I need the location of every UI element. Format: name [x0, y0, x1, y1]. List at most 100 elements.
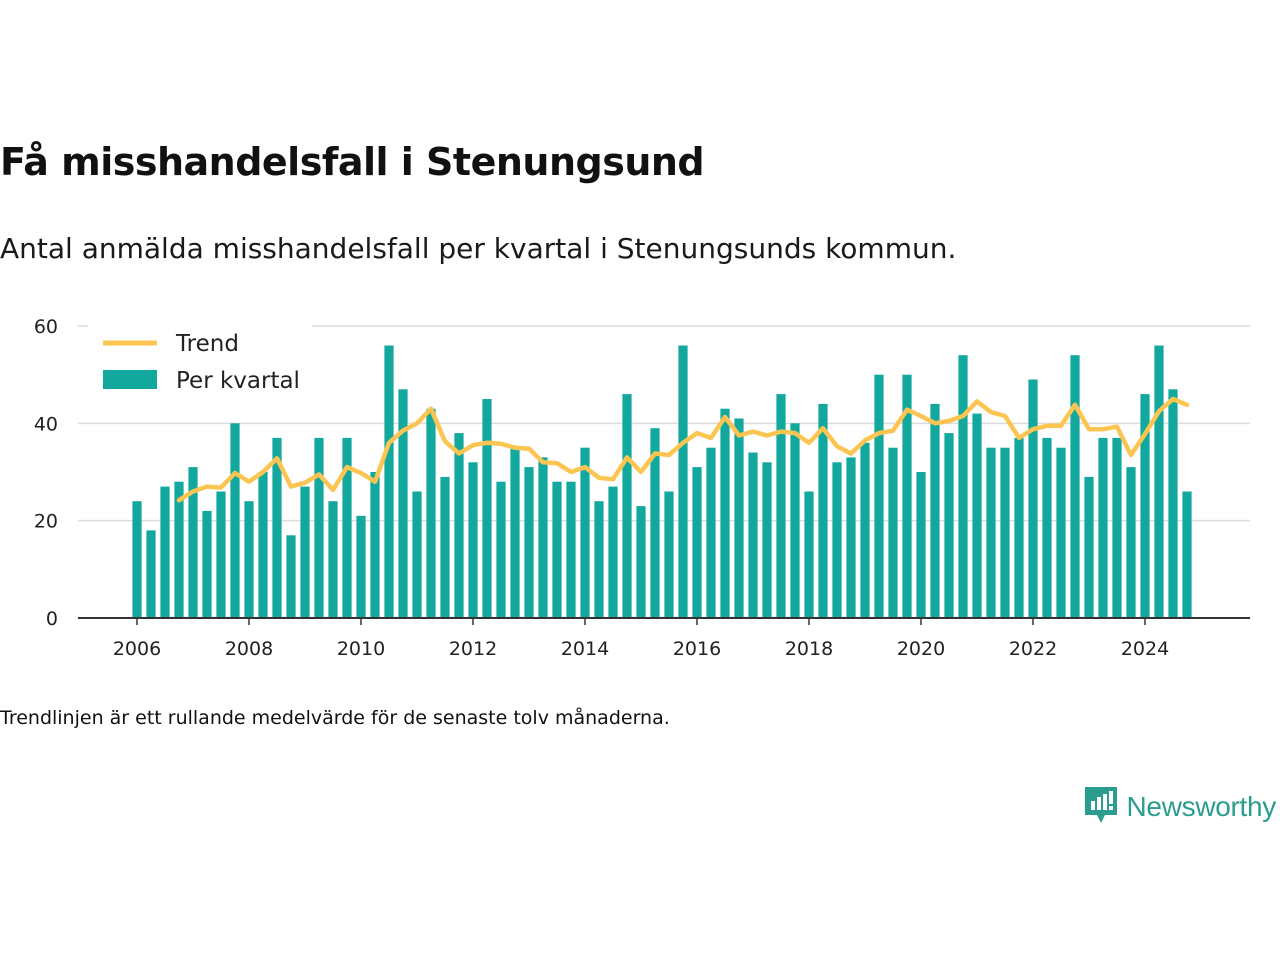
bar	[706, 447, 716, 618]
brand-logo[interactable]: Newsworthy	[1083, 786, 1276, 828]
bar	[986, 447, 996, 618]
bar	[244, 501, 254, 618]
bar	[636, 506, 646, 618]
bar	[1084, 476, 1094, 618]
bar	[874, 374, 884, 618]
bar	[650, 428, 660, 618]
trend-series	[176, 396, 1190, 503]
legend-bar-label: Per kvartal	[176, 368, 300, 394]
bar	[524, 467, 534, 618]
trend-line	[176, 396, 1190, 503]
bar	[1014, 437, 1024, 618]
legend: Trend Per kvartal	[88, 324, 312, 404]
x-tick-label: 2022	[1009, 638, 1057, 660]
bar	[440, 476, 450, 618]
bar	[510, 447, 520, 618]
y-tick-label: 20	[34, 511, 58, 533]
bar	[426, 408, 436, 618]
bar	[692, 467, 702, 618]
bar	[748, 452, 758, 618]
bar	[622, 394, 632, 618]
bar	[958, 355, 968, 618]
x-tick-label: 2024	[1121, 638, 1169, 660]
bar	[342, 437, 352, 618]
bar	[482, 399, 492, 618]
x-axis: 2006 2008 2010 2012 2014 2016 2018 2020 2022 2024	[78, 617, 1250, 660]
bar	[286, 535, 296, 618]
bar	[818, 403, 828, 618]
bar	[776, 394, 786, 618]
legend-trend-label: Trend	[175, 331, 239, 357]
bar	[132, 501, 142, 618]
bar	[370, 472, 380, 618]
chart-title: Få misshandelsfall i Stenungsund	[0, 140, 705, 184]
bar	[552, 481, 562, 618]
bar	[566, 481, 576, 618]
bar	[804, 491, 814, 618]
bar	[468, 462, 478, 618]
bar	[944, 433, 954, 618]
bar	[1028, 379, 1038, 618]
x-tick-label: 2006	[113, 638, 161, 660]
x-tick-label: 2018	[785, 638, 833, 660]
bar	[720, 408, 730, 618]
x-tick-label: 2014	[561, 638, 609, 660]
bar	[734, 418, 744, 618]
x-tick-label: 2010	[337, 638, 385, 660]
bar	[398, 389, 408, 618]
chart-canvas: 0 20 40 60 2006 2008 2010 2012 2014 2016 2018 2020…	[34, 316, 1250, 660]
bar	[300, 486, 310, 618]
bar	[888, 447, 898, 618]
bar	[678, 345, 688, 618]
bar	[1182, 491, 1192, 618]
bar	[790, 423, 800, 618]
bar	[1000, 447, 1010, 618]
bar	[846, 457, 856, 618]
bar	[1056, 447, 1066, 618]
bar	[594, 501, 604, 618]
brand-name: Newsworthy	[1126, 791, 1277, 822]
bar	[608, 486, 618, 618]
bar	[1070, 355, 1080, 618]
bar	[146, 530, 156, 618]
chart-subtitle: Antal anmälda misshandelsfall per kvarta…	[0, 232, 957, 265]
bar	[230, 423, 240, 618]
x-tick-label: 2016	[673, 638, 721, 660]
bar	[202, 510, 212, 618]
bar	[188, 467, 198, 618]
bar	[902, 374, 912, 618]
bar	[216, 491, 226, 618]
bar	[762, 462, 772, 618]
y-axis-labels: 0 20 40 60	[34, 316, 58, 630]
bar	[328, 501, 338, 618]
bar	[1098, 437, 1108, 618]
x-tick-label: 2008	[225, 638, 273, 660]
y-tick-label: 40	[34, 413, 58, 435]
newsworthy-logo-icon	[1083, 785, 1119, 829]
y-tick-label: 60	[34, 316, 58, 338]
bar	[1112, 437, 1122, 618]
bar	[664, 491, 674, 618]
bar	[538, 457, 548, 618]
bar	[454, 433, 464, 618]
legend-bar-swatch	[103, 370, 157, 389]
bar	[496, 481, 506, 618]
bar	[384, 345, 394, 618]
y-tick-label: 0	[46, 608, 58, 630]
bar	[916, 472, 926, 618]
legend-background	[88, 324, 312, 404]
x-tick-label: 2012	[449, 638, 497, 660]
bar	[1140, 394, 1150, 618]
bar	[356, 515, 366, 618]
bar	[314, 437, 324, 618]
bar	[580, 447, 590, 618]
bar	[412, 491, 422, 618]
bar	[1042, 437, 1052, 618]
bar	[272, 437, 282, 618]
bar	[160, 486, 170, 618]
bar	[972, 413, 982, 618]
bar	[832, 462, 842, 618]
bar	[860, 442, 870, 618]
bar	[1126, 467, 1136, 618]
bar-series	[132, 345, 1192, 618]
